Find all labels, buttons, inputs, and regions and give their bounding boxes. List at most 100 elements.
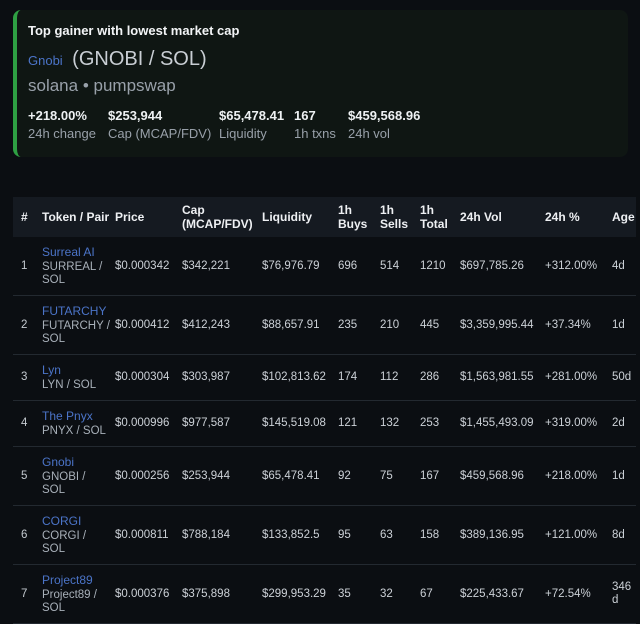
pair-label: CORGI / SOL — [42, 530, 87, 555]
stat-cap: $253,944 Cap (MCAP/FDV) — [108, 107, 219, 143]
header-token-pair[interactable]: Token / Pair — [42, 210, 110, 224]
header-24h-vol[interactable]: 24h Vol — [460, 210, 502, 224]
stat-label: Cap (MCAP/FDV) — [108, 126, 212, 141]
cell-24h-pct: +121.00% — [545, 528, 598, 541]
cell-1h-buys: 174 — [338, 371, 358, 383]
cell-age: 1d — [612, 318, 625, 331]
cell-liquidity: $133,852.5 — [262, 528, 320, 541]
cell-token: The Pnyx PNYX / SOL — [42, 409, 115, 438]
stat-24h-vol: $459,568.96 24h vol — [348, 107, 420, 143]
table-header-row: # Token / Pair Price Cap (MCAP/FDV) Liqu… — [13, 197, 636, 237]
cell-rank: 1 — [21, 259, 28, 272]
cell-1h-sells: 32 — [380, 587, 393, 600]
cell-1h-buys: 235 — [338, 318, 358, 331]
cell-token: Project89 Project89 / SOL — [42, 573, 115, 615]
cell-1h-sells: 63 — [380, 528, 393, 541]
stat-value: $459,568.96 — [348, 108, 421, 123]
pair-label: PNYX / SOL — [42, 425, 106, 437]
token-link[interactable]: CORGI — [42, 514, 82, 528]
table-row[interactable]: 2 FUTARCHY FUTARCHY / SOL $0.000412 $412… — [13, 296, 636, 355]
venue-text: solana • pumpswap — [28, 76, 176, 95]
cell-1h-buys: 92 — [338, 469, 351, 482]
cell-1h-sells: 514 — [380, 259, 400, 272]
cell-price: $0.000376 — [115, 587, 170, 600]
stat-label: Liquidity — [219, 126, 267, 141]
cell-token: CORGI CORGI / SOL — [42, 514, 115, 556]
cell-token: Gnobi GNOBI / SOL — [42, 455, 115, 497]
token-link[interactable]: Project89 — [42, 573, 93, 587]
stat-value: 167 — [294, 108, 316, 123]
header-cap[interactable]: Cap (MCAP/FDV) — [182, 203, 253, 231]
token-link[interactable]: Lyn — [42, 363, 61, 377]
cell-price: $0.000412 — [115, 318, 170, 331]
table-row[interactable]: 1 Surreal AI SURREAL / SOL $0.000342 $34… — [13, 237, 636, 296]
cell-rank: 4 — [21, 417, 28, 429]
cell-cap: $977,587 — [182, 417, 230, 429]
cell-1h-total: 445 — [420, 318, 440, 331]
table-row[interactable]: 4 The Pnyx PNYX / SOL $0.000996 $977,587… — [13, 401, 636, 447]
token-link[interactable]: The Pnyx — [42, 409, 93, 423]
cell-price: $0.000996 — [115, 417, 170, 429]
cell-cap: $412,243 — [182, 318, 230, 331]
header-1h-sells[interactable]: 1h Sells — [380, 203, 409, 231]
cell-token: Lyn LYN / SOL — [42, 363, 115, 392]
table-row[interactable]: 6 CORGI CORGI / SOL $0.000811 $788,184 $… — [13, 506, 636, 565]
cell-cap: $342,221 — [182, 259, 230, 272]
stat-label: 24h change — [28, 126, 96, 141]
cell-1h-buys: 121 — [338, 417, 358, 429]
cell-age: 50d — [612, 371, 632, 383]
table-row[interactable]: 5 Gnobi GNOBI / SOL $0.000256 $253,944 $… — [13, 447, 636, 506]
cell-token: Surreal AI SURREAL / SOL — [42, 245, 115, 287]
token-pair-text: (GNOBI / SOL) — [72, 48, 207, 70]
stat-label: 1h txns — [294, 126, 336, 141]
table-row[interactable]: 3 Lyn LYN / SOL $0.000304 $303,987 $102,… — [13, 355, 636, 401]
tokens-table: # Token / Pair Price Cap (MCAP/FDV) Liqu… — [13, 197, 636, 624]
cell-24h-pct: +312.00% — [545, 259, 598, 272]
top-gainer-card: Top gainer with lowest market cap Gnobi … — [13, 10, 628, 157]
cell-liquidity: $76,976.79 — [262, 259, 320, 272]
cell-24h-pct: +319.00% — [545, 417, 598, 429]
cell-1h-total: 158 — [420, 528, 440, 541]
cell-1h-sells: 112 — [380, 371, 399, 383]
header-age[interactable]: Age — [612, 210, 635, 224]
header-24h-pct[interactable]: 24h % — [545, 210, 580, 224]
cell-liquidity: $65,478.41 — [262, 469, 320, 482]
card-stats-row: +218.00% 24h change $253,944 Cap (MCAP/F… — [28, 107, 612, 143]
token-link[interactable]: FUTARCHY — [42, 304, 107, 318]
header-1h-total[interactable]: 1h Total — [420, 203, 448, 231]
cell-age: 1d — [612, 469, 625, 482]
cell-24h-vol: $1,455,493.09 — [460, 417, 534, 429]
cell-1h-buys: 35 — [338, 587, 351, 600]
pair-label: Project89 / SOL — [42, 589, 97, 614]
cell-24h-vol: $225,433.67 — [460, 587, 524, 600]
token-link[interactable]: Gnobi — [42, 455, 75, 469]
cell-cap: $253,944 — [182, 469, 230, 482]
stat-value: $65,478.41 — [219, 108, 285, 123]
cell-1h-sells: 210 — [380, 318, 400, 331]
token-link[interactable]: Surreal AI — [42, 245, 95, 259]
header-1h-buys[interactable]: 1h Buys — [338, 203, 368, 231]
cell-1h-total: 1210 — [420, 259, 446, 272]
cell-liquidity: $88,657.91 — [262, 318, 320, 331]
cell-1h-total: 167 — [420, 469, 440, 482]
stat-1h-txns: 167 1h txns — [294, 107, 348, 143]
cell-1h-total: 67 — [420, 587, 433, 600]
cell-1h-buys: 696 — [338, 259, 358, 272]
pair-label: GNOBI / SOL — [42, 471, 86, 496]
cell-rank: 3 — [21, 371, 28, 383]
cell-24h-vol: $1,563,981.55 — [460, 371, 534, 383]
pair-label: LYN / SOL — [42, 379, 97, 391]
cell-1h-total: 286 — [420, 371, 440, 383]
cell-cap: $375,898 — [182, 587, 230, 600]
cell-1h-buys: 95 — [338, 528, 351, 541]
header-liquidity[interactable]: Liquidity — [262, 210, 312, 224]
header-price[interactable]: Price — [115, 210, 145, 224]
cell-liquidity: $299,953.29 — [262, 587, 326, 600]
cell-token: FUTARCHY FUTARCHY / SOL — [42, 304, 115, 346]
pair-label: SURREAL / SOL — [42, 261, 103, 286]
token-name-link[interactable]: Gnobi — [28, 53, 63, 68]
header-rank[interactable]: # — [21, 210, 28, 224]
cell-24h-pct: +281.00% — [545, 371, 598, 383]
cell-1h-sells: 132 — [380, 417, 400, 429]
cell-rank: 5 — [21, 469, 28, 482]
